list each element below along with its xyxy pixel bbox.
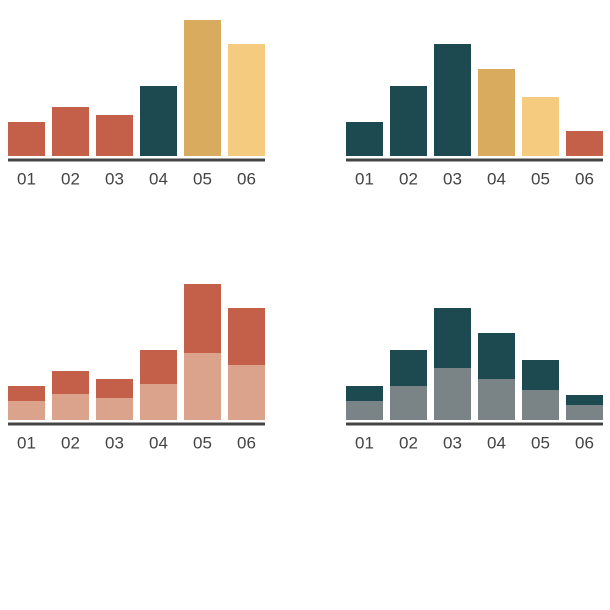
bar-segment: [8, 401, 45, 420]
bar-segment: [228, 308, 265, 365]
bar: [228, 44, 265, 156]
bar-segment: [52, 371, 89, 394]
bar: [184, 20, 221, 156]
bar-segment: [346, 401, 383, 420]
x-tick-label: 06: [237, 169, 256, 188]
bar: [140, 86, 177, 156]
bar-segment: [8, 386, 45, 401]
x-tick-label: 01: [355, 169, 374, 188]
bar: [96, 115, 133, 156]
bar-segment: [478, 333, 515, 379]
x-tick-label: 06: [575, 433, 594, 452]
x-tick-label: 05: [193, 433, 212, 452]
bar-segment: [434, 368, 471, 420]
bar: [52, 107, 89, 156]
bar-segment: [184, 353, 221, 420]
bar: [346, 122, 383, 156]
x-tick-label: 02: [61, 169, 80, 188]
bar-segment: [390, 386, 427, 420]
x-tick-label: 04: [487, 433, 506, 452]
bar-segment: [434, 308, 471, 368]
bar-segment: [522, 360, 559, 390]
bar-segment: [184, 284, 221, 353]
bar-segment: [228, 365, 265, 420]
x-tick-label: 05: [531, 433, 550, 452]
bar: [434, 44, 471, 156]
bar-segment: [346, 386, 383, 401]
bar-segment: [140, 350, 177, 384]
x-tick-label: 02: [61, 433, 80, 452]
bar-segment: [52, 394, 89, 420]
bar-segment: [522, 390, 559, 420]
bar: [390, 86, 427, 156]
x-tick-label: 05: [531, 169, 550, 188]
bar: [522, 97, 559, 156]
x-tick-label: 01: [17, 433, 36, 452]
x-tick-label: 03: [105, 169, 124, 188]
x-tick-label: 05: [193, 169, 212, 188]
bar-segment: [140, 384, 177, 420]
x-tick-label: 03: [105, 433, 124, 452]
x-tick-label: 06: [575, 169, 594, 188]
bar-segment: [96, 398, 133, 420]
bar: [478, 69, 515, 156]
x-tick-label: 04: [149, 169, 168, 188]
bar-segment: [96, 379, 133, 398]
x-tick-label: 03: [443, 433, 462, 452]
bar-segment: [390, 350, 427, 386]
bar: [8, 122, 45, 156]
bar-segment: [566, 405, 603, 420]
bar-segment: [478, 379, 515, 420]
x-tick-label: 02: [399, 433, 418, 452]
x-tick-label: 03: [443, 169, 462, 188]
bar-segment: [566, 395, 603, 405]
bar: [566, 131, 603, 156]
x-tick-label: 02: [399, 169, 418, 188]
x-tick-label: 01: [17, 169, 36, 188]
x-tick-label: 04: [487, 169, 506, 188]
x-tick-label: 01: [355, 433, 374, 452]
x-tick-label: 06: [237, 433, 256, 452]
x-tick-label: 04: [149, 433, 168, 452]
